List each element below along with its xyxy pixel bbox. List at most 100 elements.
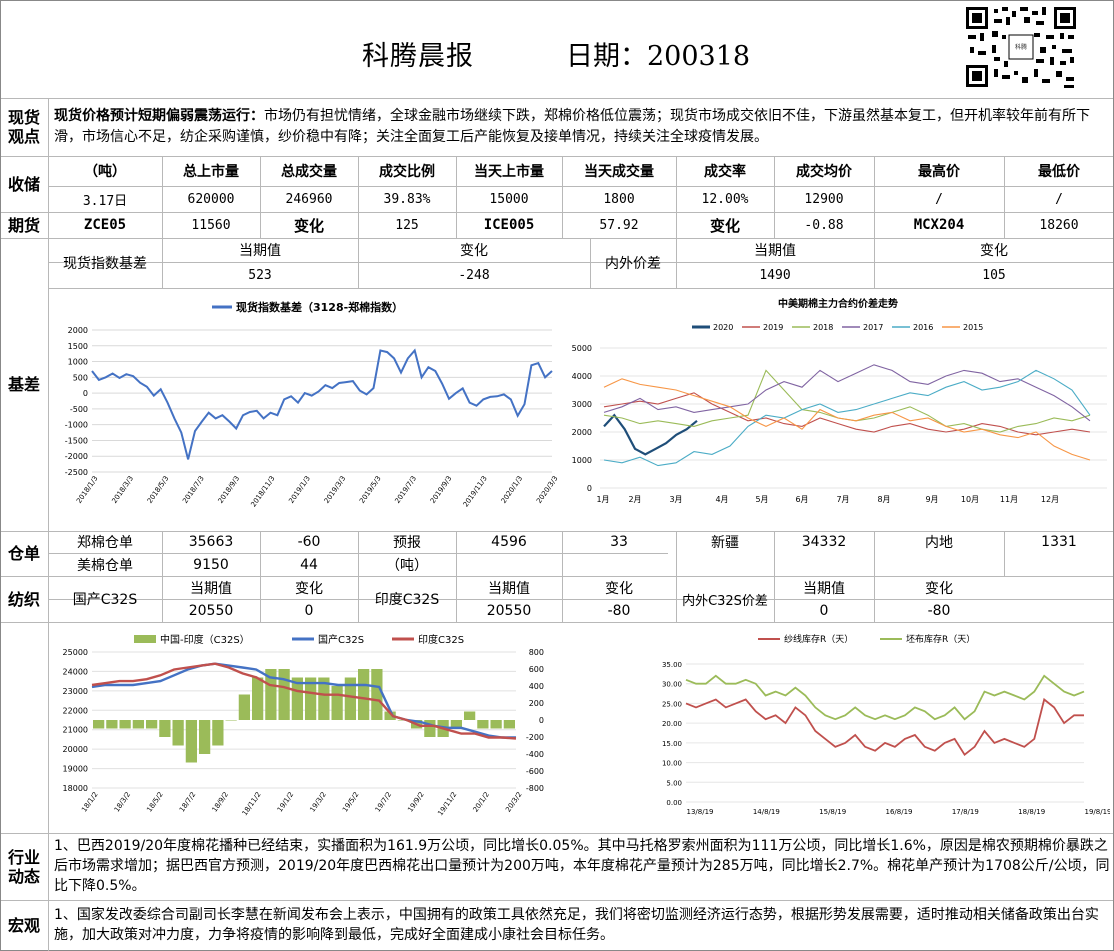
basis-label: 基差 [7,375,40,394]
chart3-india-line [91,662,517,740]
chart2-legend-label: 2020 [713,323,733,332]
chart3-ytick-left: 20000 [63,745,88,754]
storage-header-6: 成交率 [704,164,746,180]
chart3-ytick-right: 400 [529,682,544,691]
chart1-title: 现货指数基差（3128-郑棉指数） [236,300,403,314]
chart3-xtick: 18/5/2 [145,791,164,814]
chart3-xtick: 19/7/2 [374,791,393,814]
chart2-ytick: 5000 [572,344,592,353]
chart2-series-line [603,392,1091,436]
cn-chg-label: 变化 [295,580,323,597]
views-headline: 现货价格预计短期偏弱震荡运行： [54,108,264,124]
chart1-xtick: 2018/1/3 [75,475,100,505]
chart3-xtick: 19/11/2 [436,791,458,818]
chart3-diff-bar [199,720,211,754]
chart3-xtick: 19/9/2 [406,791,425,814]
chart4-cloth-line [685,674,1085,721]
views-body: 市场仍有担忧情绪，全球金融市场继续下跌，郑棉价格低位震荡；现货市场成交依旧不佳，… [54,108,1090,145]
chart1-xtick: 2020/1/3 [500,475,525,505]
storage-header-5: 当天成交量 [584,164,654,180]
chart3-legend-label: 中国-印度（C32S） [160,633,250,646]
chart3-diff-bar [212,720,224,746]
futures-cell-5: 57.92 [599,217,639,233]
inout-spread-label: 内外价差 [605,256,661,272]
xinjiang-label: 新疆 [711,535,739,551]
macro-text: 1、国家发改委综合司副司长李慧在新闻发布会上表示，中国拥有的政策工具依然充足，我… [54,907,1099,943]
inout-chg-label: 变化 [980,243,1008,259]
storage-label: 收储 [7,174,40,194]
chart3-diff-bar [106,720,118,729]
futures-cell-1: 11560 [191,217,231,233]
chart2-xtick: 12月 [1041,495,1059,504]
chart3-xtick: 18/3/2 [113,791,132,814]
chart3-diff-bar [132,720,144,729]
chart2-series-line [603,369,1091,467]
chart2-ytick: 4000 [572,372,592,381]
storage-value-3: 39.83% [383,191,431,207]
chart3-diff-bar [265,669,277,720]
diff-chg-value: -80 [927,602,951,619]
chart3-xtick: 18/1/2 [80,791,99,814]
chart4-xtick: 19/8/19 [1085,808,1111,816]
us-receipt-label: 美棉仓单 [77,557,133,574]
futures-label: 期货 [7,215,40,235]
storage-header-7: 成交均价 [796,164,852,180]
storage-header-9: 最低价 [1038,164,1080,180]
chart3-xtick: 19/5/2 [341,791,360,814]
macro-label: 宏观 [7,915,40,935]
storage-value-7: 12900 [804,191,844,207]
chart2-xtick: 11月 [1000,495,1018,504]
chart1-xtick: 2018/3/3 [110,475,135,505]
futures-cell-2: 变化 [293,216,324,235]
diff-chg-label: 变化 [925,580,953,597]
chart3-ytick-right: -400 [526,750,544,759]
chart3-ytick-right: -800 [526,784,544,793]
chart2-xtick: 4月 [715,495,728,504]
industry-label: 行业动态 [8,847,41,886]
storage-header-2: 总成交量 [281,164,337,180]
diff-cur-label: 当期值 [803,580,845,597]
chart3-xtick: 18/11/2 [241,791,263,818]
chart1-xtick: 2019/5/3 [358,475,383,505]
chart3-diff-bar [305,677,317,720]
storage-header-8: 最高价 [918,164,960,180]
chart2-legend-label: 2018 [813,323,833,332]
chart3-legend-label: 国产C32S [318,633,364,646]
chart3-diff-bar [344,677,356,720]
inventory-days-chart: 纱线库存R（天） 坯布库存R（天） 35.00 30.00 25.00 20.00 15.… [662,633,1111,816]
futures-cell-9: 18260 [1039,217,1079,233]
chart2-legend-label: 2016 [913,323,933,332]
futures-cell-3: 125 [395,217,419,233]
us-china-spread-chart: 中美期棉主力合约价差走势 2020 2019 2018 2017 2016 2015 50… [572,297,1107,504]
chart3-diff-bar [252,677,264,720]
chart3-ytick-right: 0 [539,716,544,725]
xinjiang-value: 34332 [801,534,847,550]
chart2-xtick: 5月 [755,495,768,504]
chart3-xtick: 18/9/2 [211,791,230,814]
chart4-xtick: 14/8/19 [753,808,780,816]
storage-header-0: （吨） [84,164,126,180]
chart2-xtick: 8月 [877,495,890,504]
chart1-ytick: 1000 [68,358,88,367]
chart2-legend-label: 2015 [963,323,983,332]
chart1-xtick: 2019/7/3 [394,475,419,505]
qr-code: 科腾 [964,5,1078,89]
inland-value: 1331 [1041,534,1077,550]
spot-chg-label: 变化 [460,243,488,259]
chart3-ytick-left: 25000 [63,648,88,657]
chart2-ytick: 1000 [572,456,592,465]
chart3-diff-bar [238,694,250,720]
chart3-diff-bar [93,720,105,729]
chart1-xtick: 2018/9/3 [217,475,242,505]
chart2-series-line [603,413,698,456]
zm-receipt-change: -60 [297,534,321,550]
chart2-series-line [603,369,1091,433]
cn-cur-value: 20550 [188,602,234,619]
chart1-xtick: 2019/3/3 [323,475,348,505]
chart2-legend-label: 2019 [763,323,783,332]
chart2-legend: 2020 2019 2018 2017 2016 2015 [692,323,983,332]
views-text: 现货价格预计短期偏弱震荡运行：市场仍有担忧情绪，全球金融市场继续下跌，郑棉价格低… [54,106,1110,148]
chart2-series-line [603,378,1091,461]
chart1-xtick: 2019/1/3 [287,475,312,505]
svg-text:科腾: 科腾 [1015,43,1027,51]
